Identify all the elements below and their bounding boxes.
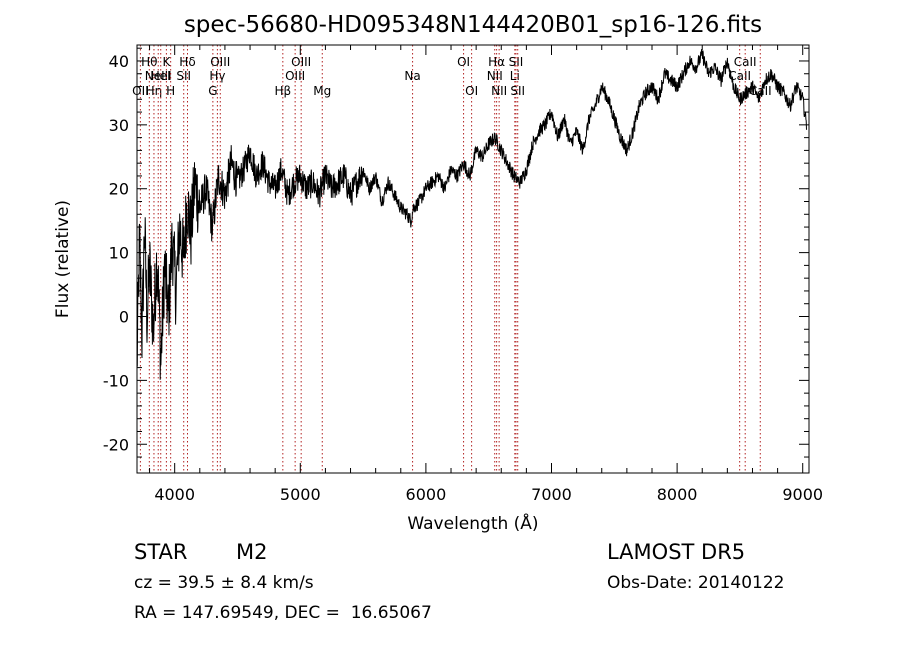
marker-label-14: OIII — [291, 55, 311, 69]
marker-label-23: SII — [509, 55, 524, 69]
marker-label-0: OII — [132, 84, 149, 98]
y-tick-label-0: -20 — [103, 435, 129, 454]
marker-label-16: Na — [404, 69, 420, 83]
marker-label-2: Hη — [146, 84, 163, 98]
marker-label-1: Hθ — [141, 55, 157, 69]
marker-label-6: H — [166, 84, 175, 98]
marker-label-20: Hα — [488, 55, 505, 69]
marker-label-26: CaII — [734, 55, 757, 69]
marker-label-4: HeI — [151, 69, 171, 83]
object-class: STAR — [134, 540, 188, 564]
marker-label-7: SII — [176, 69, 191, 83]
marker-label-15: Mg — [313, 84, 331, 98]
y-tick-label-6: 40 — [109, 52, 129, 71]
x-tick-label-5: 9000 — [782, 485, 823, 504]
marker-label-25: CaII — [728, 69, 751, 83]
flux-series-line — [136, 49, 807, 380]
x-tick-label-3: 7000 — [531, 485, 572, 504]
object-subclass: M2 — [236, 540, 268, 564]
survey-name: LAMOST DR5 — [607, 540, 746, 564]
marker-label-19: NII — [487, 69, 503, 83]
marker-label-13: OIII — [285, 69, 305, 83]
marker-label-11: OIII — [210, 55, 230, 69]
marker-label-24: SII — [510, 84, 525, 98]
marker-label-18: OI — [465, 84, 478, 98]
marker-label-5: K — [162, 55, 171, 69]
marker-label-3: NeIII — [145, 69, 172, 83]
y-tick-label-5: 30 — [109, 116, 129, 135]
y-tick-label-4: 20 — [109, 180, 129, 199]
y-tick-label-1: -10 — [103, 371, 129, 390]
marker-label-17: OI — [457, 55, 470, 69]
redshift-text: cz = 39.5 ± 8.4 km/s — [134, 573, 314, 593]
x-tick-label-1: 5000 — [280, 485, 321, 504]
obs-date: Obs-Date: 20140122 — [607, 573, 785, 593]
spectral-line-markers: OIIHθHηNeIIIHeIKHSIIHδGHγOIIIHβOIIIOIIIM… — [132, 45, 772, 473]
marker-label-21: NII — [491, 84, 507, 98]
x-tick-label-0: 4000 — [154, 485, 195, 504]
marker-label-22: Li — [510, 69, 520, 83]
marker-label-10: Hγ — [209, 69, 225, 83]
marker-label-8: Hδ — [179, 55, 195, 69]
axis-ticks: 4000 5000 6000 7000 8000 9000 -20 -10 0 10 20 30 40 — [103, 45, 823, 504]
y-tick-label-3: 10 — [109, 244, 129, 263]
x-tick-label-2: 6000 — [406, 485, 447, 504]
y-axis-label: Flux (relative) — [53, 200, 73, 318]
marker-label-12: Hβ — [274, 84, 291, 98]
coordinates-text: RA = 147.69549, DEC = 16.65067 — [134, 603, 432, 623]
plot-frame — [136, 44, 810, 474]
chart-title: spec-56680-HD095348N144420B01_sp16-126.f… — [184, 12, 762, 38]
y-tick-label-2: 0 — [119, 307, 129, 326]
x-axis-label: Wavelength (Å) — [407, 512, 538, 534]
x-tick-label-4: 8000 — [657, 485, 698, 504]
marker-label-9: G — [208, 84, 217, 98]
